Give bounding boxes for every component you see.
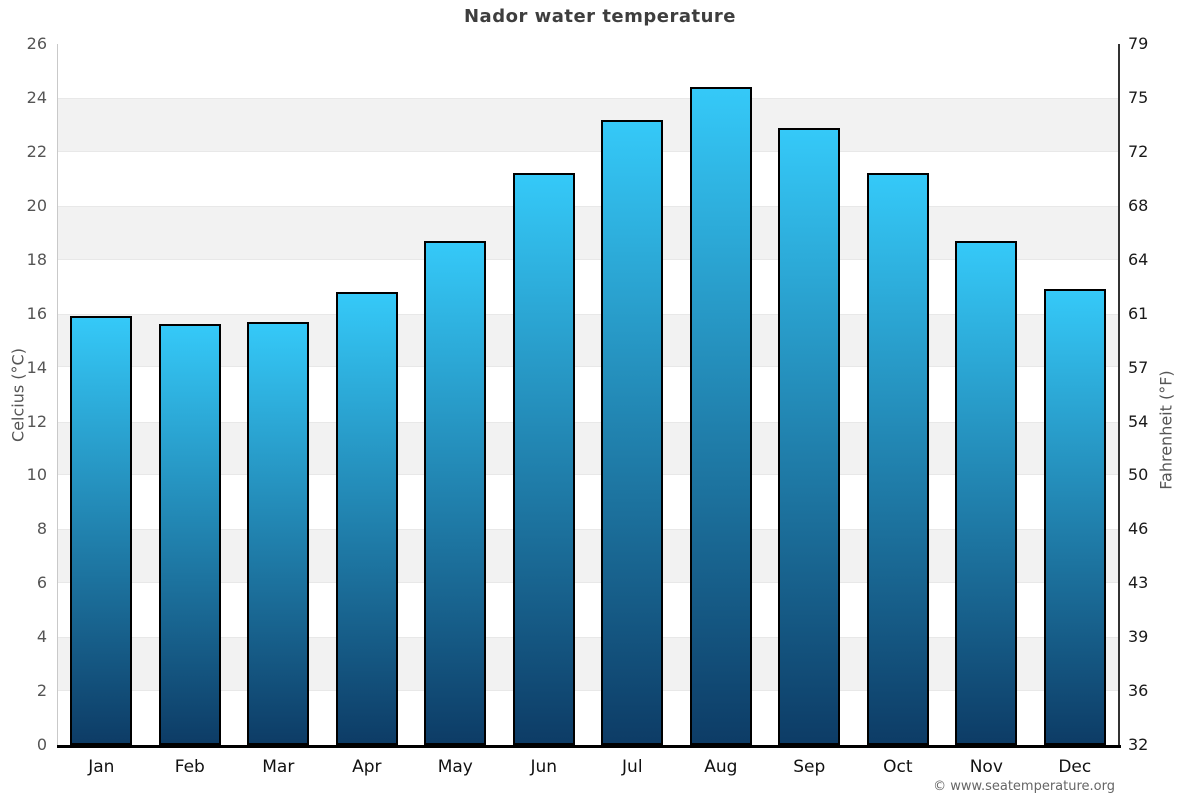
celsius-tick-12: 12 — [26, 411, 47, 431]
month-label-feb: Feb — [174, 757, 205, 777]
gridline-band-20c — [57, 205, 1119, 260]
month-label-jun: Jun — [530, 757, 558, 777]
month-label-sep: Sep — [793, 757, 826, 777]
bar-jan[interactable] — [70, 316, 133, 745]
celsius-tick-18: 18 — [26, 249, 47, 269]
fahrenheit-tick-36: 36 — [1128, 681, 1149, 701]
copyright-attribution: © www.seatemperature.org — [933, 779, 1115, 794]
fahrenheit-tick-54: 54 — [1128, 411, 1149, 431]
celsius-tick-14: 14 — [26, 357, 47, 377]
bar-may[interactable] — [424, 240, 487, 745]
gridline-band-24c — [57, 97, 1119, 152]
month-label-aug: Aug — [704, 757, 738, 777]
plot-area — [57, 44, 1119, 745]
y-axis-line-left — [57, 44, 58, 745]
y-axis-title-celsius: Celcius (°C) — [8, 348, 28, 442]
month-label-apr: Apr — [352, 757, 382, 777]
celsius-tick-0: 0 — [36, 735, 47, 754]
bar-jun[interactable] — [512, 173, 575, 745]
celsius-tick-8: 8 — [36, 519, 47, 539]
celsius-tick-10: 10 — [26, 465, 47, 485]
fahrenheit-tick-57: 57 — [1128, 357, 1149, 377]
month-label-oct: Oct — [883, 757, 913, 777]
bar-apr[interactable] — [335, 292, 398, 745]
fahrenheit-tick-75: 75 — [1128, 87, 1149, 107]
celsius-tick-6: 6 — [36, 573, 47, 593]
bar-oct[interactable] — [866, 173, 929, 745]
fahrenheit-tick-79: 79 — [1128, 34, 1149, 53]
y-axis-title-fahrenheit: Fahrenheit (°F) — [1156, 370, 1176, 490]
gridline-band-16c — [57, 313, 1119, 368]
bar-nov[interactable] — [955, 240, 1018, 745]
celsius-tick-20: 20 — [26, 195, 47, 215]
bar-mar[interactable] — [247, 321, 310, 745]
fahrenheit-tick-32: 32 — [1128, 735, 1149, 754]
bar-jul[interactable] — [601, 119, 664, 745]
celsius-tick-2: 2 — [36, 681, 47, 701]
celsius-tick-24: 24 — [26, 87, 47, 107]
gridline-band-4c — [57, 637, 1119, 692]
bar-dec[interactable] — [1043, 289, 1106, 745]
celsius-tick-4: 4 — [36, 627, 47, 647]
month-label-may: May — [437, 757, 473, 777]
fahrenheit-tick-72: 72 — [1128, 141, 1149, 161]
gridline-band-8c — [57, 529, 1119, 584]
bar-sep[interactable] — [778, 127, 841, 745]
bar-aug[interactable] — [689, 87, 752, 745]
celsius-tick-16: 16 — [26, 303, 47, 323]
month-label-jul: Jul — [622, 757, 643, 777]
y-axis-line-right — [1118, 44, 1120, 745]
bar-feb[interactable] — [158, 324, 221, 745]
month-label-dec: Dec — [1058, 757, 1092, 777]
month-label-mar: Mar — [262, 757, 295, 777]
chart-title: Nador water temperature — [463, 6, 737, 27]
fahrenheit-tick-50: 50 — [1128, 465, 1149, 485]
month-label-nov: Nov — [969, 757, 1003, 777]
month-label-jan: Jan — [88, 757, 115, 777]
fahrenheit-tick-39: 39 — [1128, 627, 1149, 647]
fahrenheit-tick-46: 46 — [1128, 519, 1149, 539]
fahrenheit-tick-64: 64 — [1128, 249, 1149, 269]
x-axis-line — [57, 745, 1121, 748]
celsius-tick-22: 22 — [26, 141, 47, 161]
gridline-band-12c — [57, 421, 1119, 476]
fahrenheit-tick-61: 61 — [1128, 303, 1149, 323]
fahrenheit-tick-43: 43 — [1128, 573, 1149, 593]
fahrenheit-tick-68: 68 — [1128, 195, 1149, 215]
celsius-tick-26: 26 — [26, 34, 47, 53]
